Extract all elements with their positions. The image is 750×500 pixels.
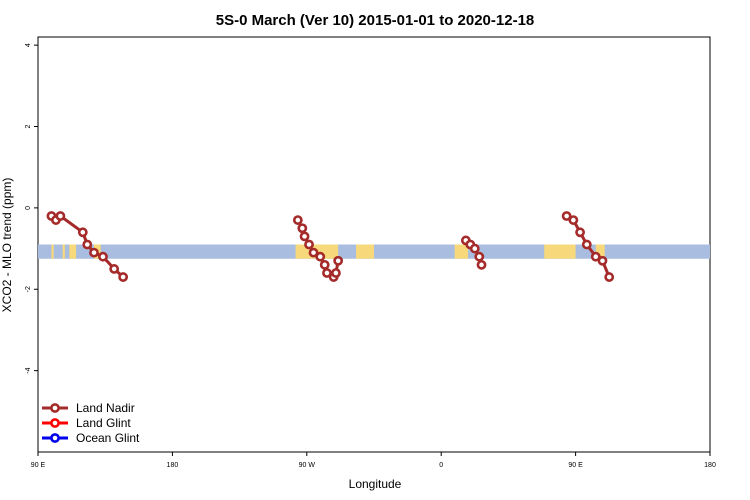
- data-point: [82, 239, 93, 250]
- data-point: [308, 247, 319, 258]
- x-axis: 90 E 180 90 W 0 90 E 180: [31, 452, 716, 469]
- data-point: [118, 272, 129, 282]
- data-point: [77, 227, 88, 238]
- band-highlight: [454, 244, 469, 259]
- legend-label: Ocean Glint: [76, 431, 140, 445]
- data-point: [89, 247, 99, 258]
- data-point: [604, 272, 615, 282]
- band-highlight: [69, 244, 77, 259]
- legend-item: Land Glint: [42, 416, 131, 430]
- legend-label: Land Glint: [76, 416, 131, 430]
- x-tick-label: 90 W: [299, 462, 316, 469]
- x-tick-label: 180: [167, 462, 179, 469]
- data-point: [331, 268, 341, 278]
- legend-swatch-marker: [50, 418, 60, 428]
- band-highlight: [356, 244, 374, 259]
- data-point: [590, 251, 601, 262]
- data-point: [474, 251, 485, 262]
- data-point: [299, 231, 310, 242]
- reference-band: [38, 244, 710, 259]
- y-axis-label: XCO2 - MLO trend (ppm): [0, 178, 14, 313]
- legend-item: Ocean Glint: [42, 431, 140, 445]
- x-tick-label: 0: [439, 462, 443, 469]
- y-tick-label: -4: [25, 367, 32, 373]
- data-point: [292, 215, 303, 225]
- band-highlight: [62, 244, 65, 259]
- data-point: [315, 251, 326, 262]
- series-layer: [46, 211, 615, 282]
- data-point: [319, 259, 330, 270]
- data-point: [55, 211, 66, 221]
- legend-swatch-marker: [50, 403, 60, 413]
- x-tick-label: 90 E: [31, 462, 46, 469]
- data-point: [476, 259, 487, 270]
- x-tick-label: 90 E: [568, 462, 583, 469]
- band-highlight: [544, 244, 576, 259]
- y-tick-label: 4: [25, 43, 32, 47]
- legend-swatch-marker: [50, 433, 60, 443]
- data-point: [333, 255, 344, 266]
- data-point: [109, 264, 120, 274]
- data-point: [597, 255, 608, 266]
- y-tick-label: -2: [25, 286, 32, 292]
- x-axis-label: Longitude: [349, 477, 402, 491]
- data-point: [98, 251, 108, 262]
- data-point: [297, 223, 308, 234]
- band-highlight: [595, 244, 605, 259]
- data-point: [469, 243, 480, 254]
- band-highlight: [51, 244, 54, 259]
- series-land-nadir: [46, 211, 615, 282]
- legend-item: Land Nadir: [42, 401, 135, 415]
- y-tick-label: 0: [25, 206, 32, 210]
- legend-label: Land Nadir: [76, 401, 135, 415]
- data-point: [322, 268, 332, 278]
- x-tick-label: 180: [704, 462, 716, 469]
- y-axis: 4 2 0 -2 -4: [25, 43, 38, 374]
- data-point: [304, 239, 314, 250]
- data-point: [575, 227, 585, 238]
- data-point: [581, 239, 592, 250]
- data-point: [568, 215, 579, 225]
- chart-title: 5S-0 March (Ver 10) 2015-01-01 to 2020-1…: [216, 12, 535, 29]
- data-point: [561, 211, 572, 221]
- plot-area: [37, 36, 711, 453]
- y-tick-label: 2: [25, 124, 32, 128]
